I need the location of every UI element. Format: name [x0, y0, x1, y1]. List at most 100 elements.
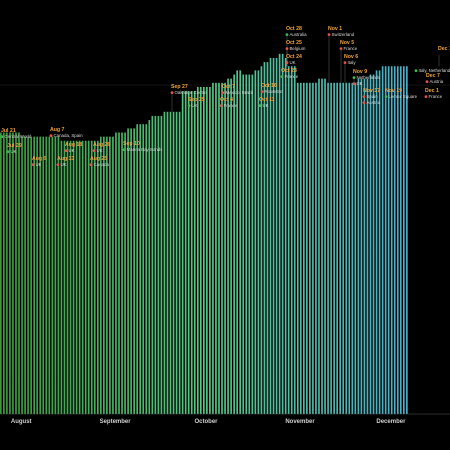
annotation-marker	[258, 104, 262, 107]
bar	[115, 132, 117, 415]
annotation-marker	[384, 95, 388, 98]
annotation-marker	[285, 61, 289, 64]
annotation-label: Marina Bay Sands	[127, 147, 164, 152]
bar	[72, 140, 75, 414]
annotation-leaders	[171, 35, 440, 112]
bar	[272, 57, 275, 415]
bar	[357, 78, 360, 414]
bar	[42, 136, 45, 414]
bar	[136, 124, 139, 414]
month-label: November	[285, 419, 315, 425]
bar	[384, 66, 387, 415]
bar	[333, 82, 335, 415]
bar	[281, 53, 284, 414]
bar	[148, 120, 151, 414]
bar	[118, 132, 120, 415]
bar	[130, 128, 132, 414]
bar	[351, 82, 354, 415]
bar	[324, 78, 326, 414]
annotation-marker	[424, 95, 428, 98]
bar	[3, 132, 5, 415]
annotation: Aug 6UK	[31, 156, 47, 167]
annotation-marker	[362, 95, 366, 98]
annotation-label: UK	[263, 103, 269, 108]
annotation-date: Oct 4	[220, 97, 233, 103]
annotation-date: Nov 17	[363, 88, 380, 94]
annotation-label: Netherlands	[357, 75, 381, 80]
bar	[75, 140, 78, 414]
annotation-date: Sep 10	[123, 141, 140, 147]
bar	[251, 74, 254, 415]
bar	[193, 91, 196, 414]
annotation-label: UK	[97, 148, 103, 153]
bar	[366, 78, 369, 414]
bar	[69, 140, 72, 414]
bar	[103, 136, 105, 414]
bar	[209, 86, 211, 414]
x-axis-month-labels: August September October November December	[11, 419, 406, 425]
bar	[181, 91, 184, 414]
bar	[121, 132, 123, 415]
bar	[203, 86, 205, 414]
bar	[63, 140, 66, 414]
bar	[93, 140, 96, 414]
annotation: Italy, Netherlands	[414, 68, 450, 73]
annotation-marker	[362, 101, 366, 104]
annotation-date: Oct 7	[222, 84, 235, 90]
bar	[257, 70, 260, 414]
annotation-marker	[187, 104, 191, 107]
bar	[230, 78, 232, 414]
annotation-marker	[280, 75, 284, 78]
bar	[0, 132, 2, 415]
annotation-label: Oakridge Centre	[175, 90, 208, 95]
annotation-date: Aug 25	[90, 156, 107, 162]
annotation-label: UK	[61, 162, 67, 167]
bar	[339, 82, 342, 415]
annotation: Austria	[362, 100, 381, 105]
annotation-marker	[352, 82, 356, 85]
annotation-marker	[219, 104, 223, 107]
bar	[99, 136, 102, 414]
bar	[124, 132, 126, 415]
bar	[224, 82, 226, 415]
bar	[354, 82, 357, 415]
annotation-marker	[170, 91, 174, 94]
bar	[12, 132, 14, 415]
bar	[160, 115, 163, 415]
annotation-marker	[327, 33, 331, 36]
bar	[60, 140, 63, 414]
annotation-label: Lemox Square	[389, 94, 418, 99]
annotation-label: Austria	[430, 79, 444, 84]
annotation-date: Jul 29	[7, 143, 22, 149]
annotation-date: Aug 26	[93, 142, 110, 148]
annotation-marker	[122, 148, 126, 152]
bar	[378, 70, 381, 414]
annotation-date: Oct 24	[286, 54, 302, 60]
annotation-label: France	[344, 46, 358, 51]
annotation-label: Spain	[367, 94, 379, 99]
bar	[54, 136, 57, 414]
annotation-marker	[56, 163, 60, 167]
bar	[275, 57, 278, 415]
annotation-date: Aug 13	[57, 156, 74, 162]
annotation-date: Nov 5	[340, 40, 354, 46]
bar	[318, 78, 320, 414]
annotation-date: Aug 7	[50, 127, 65, 133]
bar	[169, 111, 172, 414]
annotation-marker	[425, 80, 429, 83]
bar	[315, 82, 317, 415]
bar	[90, 140, 93, 414]
